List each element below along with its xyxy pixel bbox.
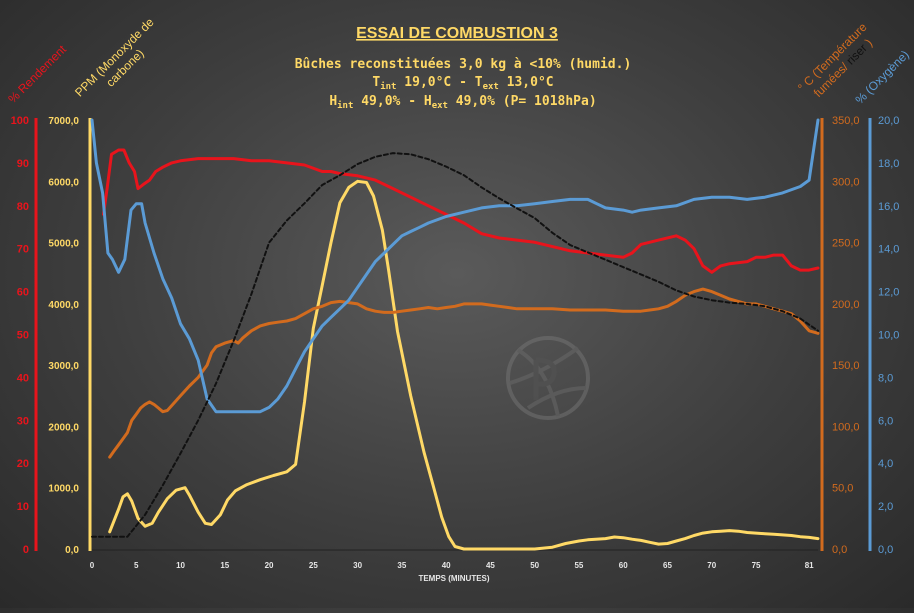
y-tick-label-rendement: 70 <box>17 244 29 256</box>
y-tick-label-temperature: 0,0 <box>832 544 847 556</box>
chart-subtitle-line-3: Hint 49,0% - Hext 49,0% (P= 1018hPa) <box>329 94 596 111</box>
y-tick-label-oxygene: 10,0 <box>878 330 899 342</box>
series-layer <box>90 118 820 551</box>
y-tick-label-oxygene: 0,0 <box>878 544 893 556</box>
x-tick-label: 20 <box>265 561 274 570</box>
y-tick-label-oxygene: 2,0 <box>878 501 893 513</box>
series-line-0 <box>102 148 820 274</box>
y-tick-label-rendement: 60 <box>17 287 29 299</box>
series-line-4 <box>91 152 819 538</box>
x-tick-label: 5 <box>134 561 139 570</box>
watermark-logo <box>506 336 590 420</box>
x-tick-label: 55 <box>574 561 583 570</box>
y-tick-label-ppm: 4000,0 <box>48 300 79 311</box>
x-tick-label: 40 <box>442 561 451 570</box>
y-tick-label-ppm: 2000,0 <box>48 422 79 433</box>
y-tick-label-ppm: 6000,0 <box>48 177 79 188</box>
x-tick-label: 70 <box>707 561 716 570</box>
series-line-2 <box>108 287 820 459</box>
axes-layer: 01020304050607080901000,01000,02000,0300… <box>11 115 900 570</box>
y-tick-label-oxygene: 12,0 <box>878 287 899 299</box>
y-tick-label-ppm: 1000,0 <box>48 484 79 495</box>
x-tick-label: 25 <box>309 561 318 570</box>
series-line-1 <box>108 179 820 551</box>
x-tick-label: 10 <box>176 561 185 570</box>
series-line-3 <box>90 118 820 414</box>
y-tick-label-rendement: 100 <box>11 115 29 127</box>
axis-title-rendement: % Rendement <box>5 42 69 106</box>
y-tick-label-oxygene: 14,0 <box>878 244 899 256</box>
x-tick-label: 35 <box>397 561 406 570</box>
y-tick-label-temperature: 300,0 <box>832 176 860 188</box>
x-tick-label: 60 <box>619 561 628 570</box>
y-tick-label-rendement: 0 <box>23 544 29 556</box>
y-tick-label-ppm: 7000,0 <box>48 116 79 127</box>
y-tick-label-rendement: 40 <box>17 372 29 384</box>
chart-subtitle-line-1: Bûches reconstituées 3,0 kg à <10% (humi… <box>295 57 632 72</box>
y-tick-label-rendement: 30 <box>17 415 29 427</box>
x-tick-label: 75 <box>752 561 761 570</box>
y-tick-label-ppm: 3000,0 <box>48 361 79 372</box>
y-tick-label-ppm: 5000,0 <box>48 239 79 250</box>
y-tick-label-oxygene: 16,0 <box>878 201 899 213</box>
y-tick-label-oxygene: 6,0 <box>878 415 893 427</box>
x-tick-label: 0 <box>90 561 95 570</box>
y-tick-label-oxygene: 8,0 <box>878 372 893 384</box>
y-tick-label-oxygene: 18,0 <box>878 158 899 170</box>
y-tick-label-rendement: 10 <box>17 501 29 513</box>
axis-title-ppm: PPM (Monoxyde de carbone) <box>72 15 157 100</box>
chart-title: ESSAI DE COMBUSTION 3 <box>356 25 558 42</box>
x-tick-label: 50 <box>530 561 539 570</box>
x-tick-label: 65 <box>663 561 672 570</box>
y-tick-label-oxygene: 20,0 <box>878 115 899 127</box>
x-tick-label: 15 <box>220 561 229 570</box>
y-tick-label-rendement: 90 <box>17 158 29 170</box>
y-tick-label-rendement: 50 <box>17 330 29 342</box>
x-axis-title: TEMPS (MINUTES) <box>418 574 489 583</box>
y-tick-label-temperature: 250,0 <box>832 238 860 250</box>
y-tick-label-temperature: 100,0 <box>832 421 860 433</box>
chart-subtitle-line-2: Tint 19,0°C - Text 13,0°C <box>372 75 553 92</box>
x-tick-label: 81 <box>805 561 814 570</box>
y-tick-label-temperature: 50,0 <box>832 483 853 495</box>
x-tick-label: 30 <box>353 561 362 570</box>
y-tick-label-oxygene: 4,0 <box>878 458 893 470</box>
y-tick-label-rendement: 20 <box>17 458 29 470</box>
y-tick-label-temperature: 350,0 <box>832 115 860 127</box>
y-tick-label-rendement: 80 <box>17 201 29 213</box>
y-tick-label-temperature: 150,0 <box>832 360 860 372</box>
x-tick-label: 45 <box>486 561 495 570</box>
y-tick-label-ppm: 0,0 <box>65 545 79 556</box>
y-tick-label-temperature: 200,0 <box>832 299 860 311</box>
